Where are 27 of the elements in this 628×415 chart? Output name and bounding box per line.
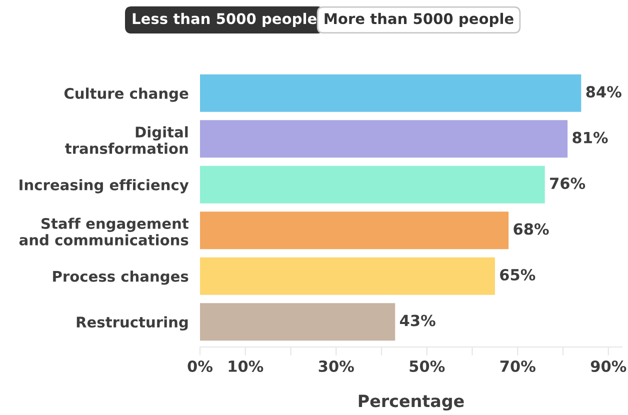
data-label: 43% <box>400 314 436 326</box>
data-label: 68% <box>514 223 549 235</box>
bar <box>200 303 396 341</box>
x-tick-label: 0% <box>188 360 212 372</box>
bar <box>200 257 495 295</box>
bar <box>200 120 568 158</box>
y-tick-label: Increasing efficiency <box>20 179 189 194</box>
data-label: 84% <box>586 86 622 98</box>
x-axis-title: Percentage <box>358 394 464 411</box>
bar <box>200 74 582 112</box>
y-tick-label: Process changes <box>53 270 188 285</box>
y-tick-label: Digital transformation <box>65 126 188 154</box>
bar <box>200 166 545 204</box>
bar <box>200 212 509 250</box>
text: More than 5000 people <box>324 12 514 27</box>
y-tick-label: Staff engagement and communications <box>19 218 189 246</box>
x-tick-label: 70% <box>500 360 536 372</box>
text: Less than 5000 people <box>132 12 316 27</box>
y-tick-label: Restructuring <box>76 316 188 331</box>
data-label: 81% <box>572 132 608 144</box>
data-label: 65% <box>500 268 536 281</box>
x-tick-label: 30% <box>318 360 354 372</box>
y-tick-label: Culture change <box>64 88 188 102</box>
x-tick-label: 10% <box>228 360 264 372</box>
x-tick-label: 50% <box>410 360 445 372</box>
data-label: 76% <box>550 178 586 190</box>
x-tick-label: 90% <box>590 360 626 372</box>
